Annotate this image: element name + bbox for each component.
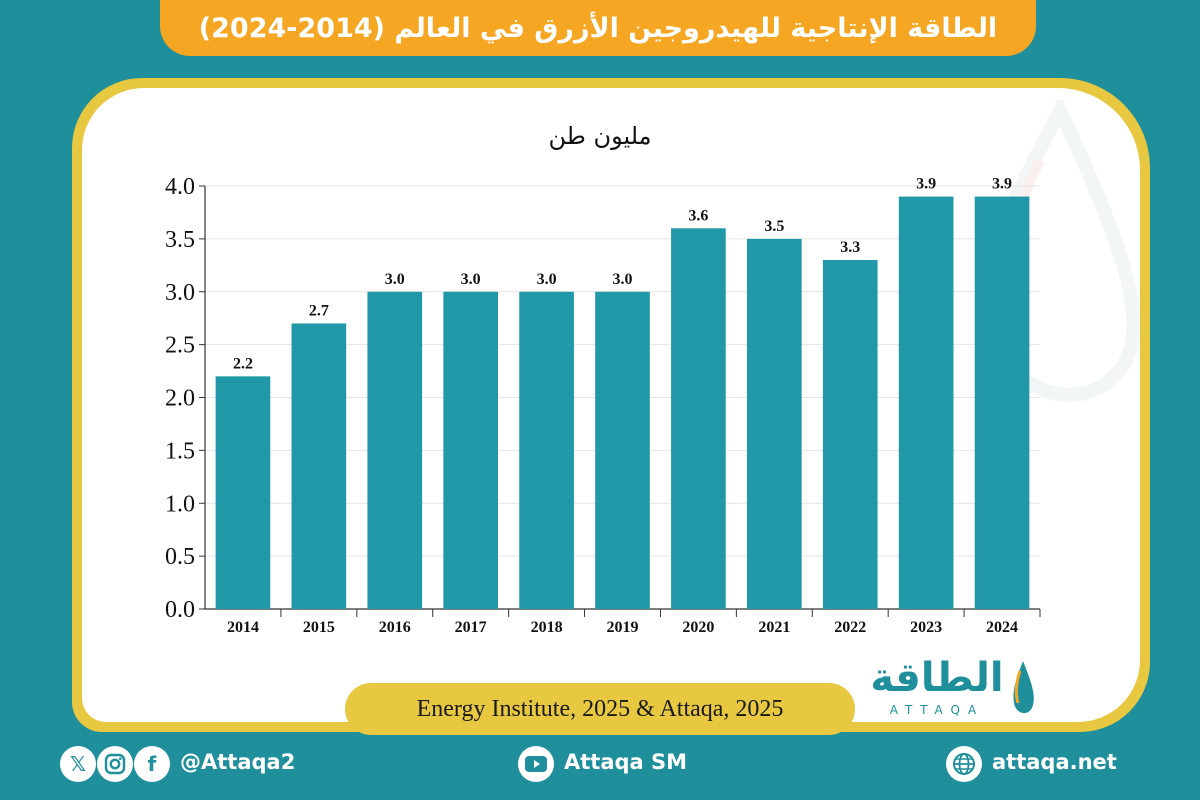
bar-value-label: 2.7 [309,302,329,319]
x-tick-label: 2017 [455,619,487,636]
globe-icon[interactable] [946,746,982,782]
logo-drop-icon [1013,661,1034,714]
x-tick-label: 2019 [607,619,639,636]
y-tick-label: 0.5 [165,544,195,570]
bar [443,291,499,609]
x-tick-label: 2021 [758,619,790,636]
bar [519,291,574,609]
youtube-icon[interactable] [518,746,554,782]
bar [367,291,423,609]
footer: 𝕏 f @Attaqa2 Attaqa SM attaqa.net [0,738,1200,788]
source-text: Energy Institute, 2025 & Attaqa, 2025 [416,695,784,722]
bar-value-label: 3.3 [840,239,860,256]
attaqa-logo: الطاقة ATTAQA [862,655,1042,725]
footer-youtube[interactable]: Attaqa SM [564,750,688,774]
bar [898,196,954,609]
bar-value-label: 3.6 [688,207,708,224]
instagram-icon[interactable] [97,746,133,782]
y-tick-label: 4.0 [165,174,195,200]
y-tick-label: 3.0 [165,280,195,306]
bar [291,323,347,609]
bar-value-label: 3.0 [613,271,633,288]
x-tick-label: 2018 [531,619,563,636]
title-bar: الطاقة الإنتاجية للهيدروجين الأزرق في ال… [160,0,1036,56]
x-tick-label: 2022 [834,619,866,636]
bar-value-label: 2.2 [233,355,253,372]
footer-website[interactable]: attaqa.net [992,750,1117,774]
bar [595,291,650,609]
x-tick-label: 2023 [910,619,942,636]
x-tick-label: 2015 [303,619,335,636]
x-icon[interactable]: 𝕏 [60,746,96,782]
y-tick-label: 1.0 [165,491,195,517]
x-tick-label: 2016 [379,619,411,636]
logo-latin: ATTAQA [889,703,985,717]
x-tick-label: 2020 [682,619,714,636]
bar [215,376,271,609]
bar [746,238,802,609]
bar-value-label: 3.9 [916,176,936,193]
y-tick-label: 3.5 [165,227,195,253]
x-tick-label: 2014 [227,619,259,636]
logo-arabic: الطاقة [870,655,1004,701]
y-tick-label: 1.5 [165,438,195,464]
source-pill: Energy Institute, 2025 & Attaqa, 2025 [345,683,855,735]
bar-value-label: 3.0 [461,271,481,288]
bar-value-label: 3.9 [992,176,1012,193]
facebook-icon[interactable]: f [134,746,170,782]
bar-value-label: 3.5 [764,218,784,235]
bar [974,196,1030,609]
footer-handle[interactable]: @Attaqa2 [180,750,296,774]
y-tick-label: 2.5 [165,333,195,359]
bar [822,260,878,609]
x-tick-label: 2024 [986,619,1018,636]
bar-value-label: 3.0 [537,271,557,288]
y-tick-label: 2.0 [165,386,195,412]
bar [671,228,726,610]
y-tick-label: 0.0 [165,597,195,623]
bar-value-label: 3.0 [385,271,405,288]
unit-label: مليون طن [548,122,652,150]
page-title: الطاقة الإنتاجية للهيدروجين الأزرق في ال… [198,12,998,44]
